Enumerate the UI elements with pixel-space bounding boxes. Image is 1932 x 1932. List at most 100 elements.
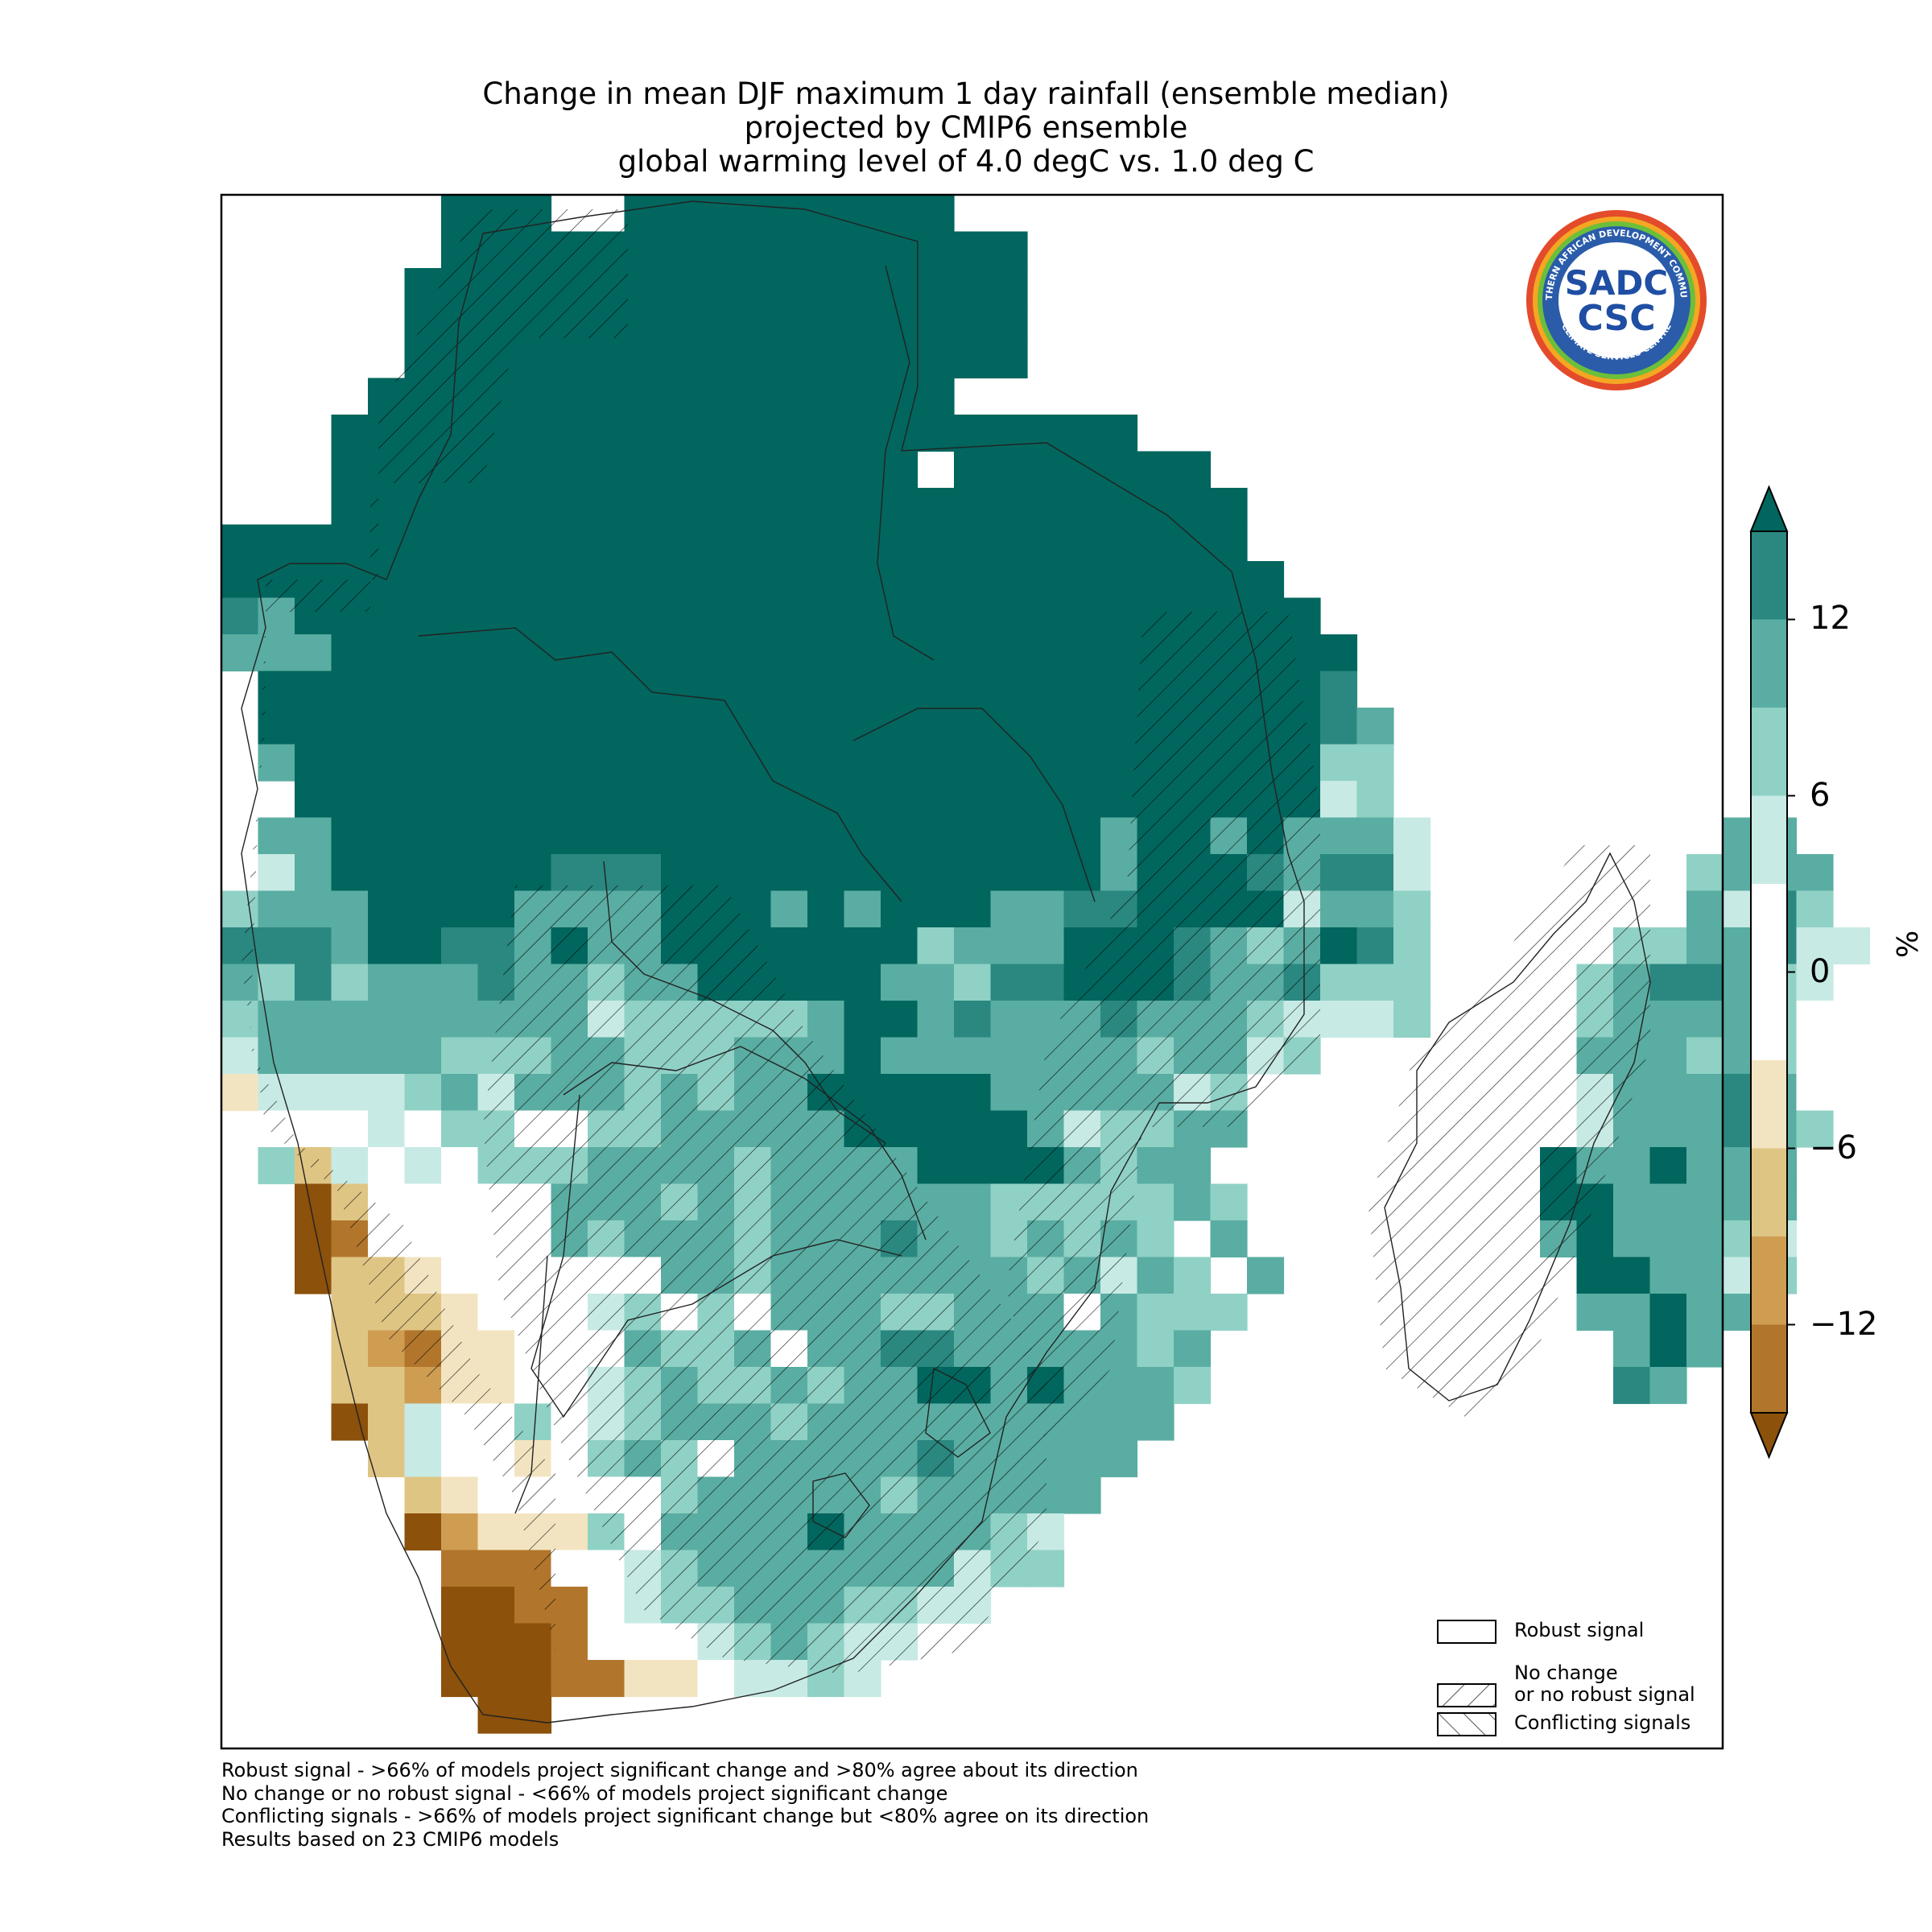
grid-cell <box>514 781 552 819</box>
colorbar-tick-minus-6: −6 <box>1810 1129 1857 1166</box>
grid-cell <box>1174 524 1212 562</box>
grid-cell <box>954 341 992 379</box>
grid-cell <box>551 854 588 892</box>
grid-cell <box>844 341 881 379</box>
grid-cell <box>441 671 479 708</box>
grid-cell <box>844 561 881 599</box>
grid-cell <box>1100 451 1138 489</box>
grid-cell <box>1320 744 1358 782</box>
grid-cell <box>258 524 295 562</box>
grid-cell <box>368 1037 406 1075</box>
grid-cell <box>588 415 625 452</box>
grid-cell <box>514 671 552 708</box>
grid-cell <box>1174 1147 1212 1185</box>
grid-cell <box>734 415 772 452</box>
grid-cell <box>1210 561 1248 599</box>
grid-cell <box>551 744 588 782</box>
grid-cell <box>1027 597 1065 635</box>
grid-cell <box>1613 1147 1651 1185</box>
grid-cell <box>588 378 625 415</box>
grid-cell <box>734 817 772 855</box>
grid-cell <box>734 451 772 489</box>
grid-cell <box>1210 1294 1248 1331</box>
grid-cell <box>917 1037 955 1075</box>
grid-cell <box>1027 817 1065 855</box>
grid-cell <box>1649 1074 1687 1112</box>
grid-cell <box>1100 708 1138 745</box>
grid-cell <box>954 1001 992 1038</box>
grid-cell <box>1649 1220 1687 1258</box>
grid-cell <box>1137 1147 1174 1185</box>
grid-cell <box>661 524 699 562</box>
grid-cell <box>295 1110 332 1148</box>
grid-cell <box>1137 1220 1174 1258</box>
title-line-1: Change in mean DJF maximum 1 day rainfal… <box>482 76 1450 111</box>
colorbar-unit-label: % <box>1892 930 1925 958</box>
grid-cell <box>1100 671 1138 708</box>
grid-cell <box>624 524 662 562</box>
grid-cell <box>477 817 515 855</box>
grid-cell <box>954 744 992 782</box>
grid-cell <box>1833 927 1871 965</box>
country-borders <box>241 200 1651 1724</box>
grid-cell <box>441 854 479 892</box>
grid-cell <box>1393 927 1431 965</box>
grid-cell <box>1796 964 1834 1001</box>
grid-cell <box>807 890 845 928</box>
grid-cell <box>990 890 1028 928</box>
grid-cell <box>1063 890 1101 928</box>
grid-cell <box>807 415 845 452</box>
grid-cell <box>1027 927 1065 965</box>
grid-cell <box>1063 671 1101 708</box>
grid-cell <box>368 597 406 635</box>
grid-cell <box>844 890 881 928</box>
grid-cell <box>1100 597 1138 635</box>
grid-cell <box>954 927 992 965</box>
grid-cell <box>1027 415 1065 452</box>
footnote-no-change: No change or no robust signal - <66% of … <box>221 1781 948 1805</box>
grid-cell <box>881 561 919 599</box>
grid-cell <box>881 1110 919 1148</box>
grid-cell <box>588 671 625 708</box>
grid-cell <box>770 817 808 855</box>
grid-cell <box>441 1550 479 1587</box>
grid-cell <box>221 634 259 672</box>
grid-cell <box>404 744 442 782</box>
grid-cell <box>1100 634 1138 672</box>
grid-cell <box>368 1147 406 1185</box>
grid-cell <box>1356 890 1394 928</box>
grid-cell <box>331 488 369 526</box>
grid-cell <box>477 488 515 526</box>
grid-cell <box>441 708 479 745</box>
grid-cell <box>258 1147 295 1185</box>
grid-cell <box>917 1110 955 1148</box>
grid-cell <box>1686 927 1724 965</box>
grid-cell <box>477 854 515 892</box>
grid-cell <box>1210 1220 1248 1258</box>
grid-cell <box>1393 964 1431 1001</box>
grid-cell <box>697 1660 735 1698</box>
grid-cell <box>697 744 735 782</box>
grid-cell <box>770 488 808 526</box>
grid-cell <box>551 378 588 415</box>
grid-cell <box>954 304 992 342</box>
grid-cell <box>1137 451 1174 489</box>
grid-cell <box>990 1147 1028 1185</box>
grid-cell <box>661 597 699 635</box>
grid-cell <box>221 597 259 635</box>
grid-cell <box>954 524 992 562</box>
grid-cell <box>844 708 881 745</box>
grid-cell <box>881 890 919 928</box>
grid-cell <box>1356 817 1394 855</box>
grid-cell <box>990 1110 1028 1148</box>
grid-cell <box>917 744 955 782</box>
grid-cell <box>917 890 955 928</box>
grid-cell <box>954 671 992 708</box>
grid-cell <box>477 890 515 928</box>
grid-cell <box>441 488 479 526</box>
grid-cell <box>624 304 662 342</box>
grid-cell <box>954 268 992 306</box>
grid-cell <box>441 744 479 782</box>
grid-cell <box>624 451 662 489</box>
